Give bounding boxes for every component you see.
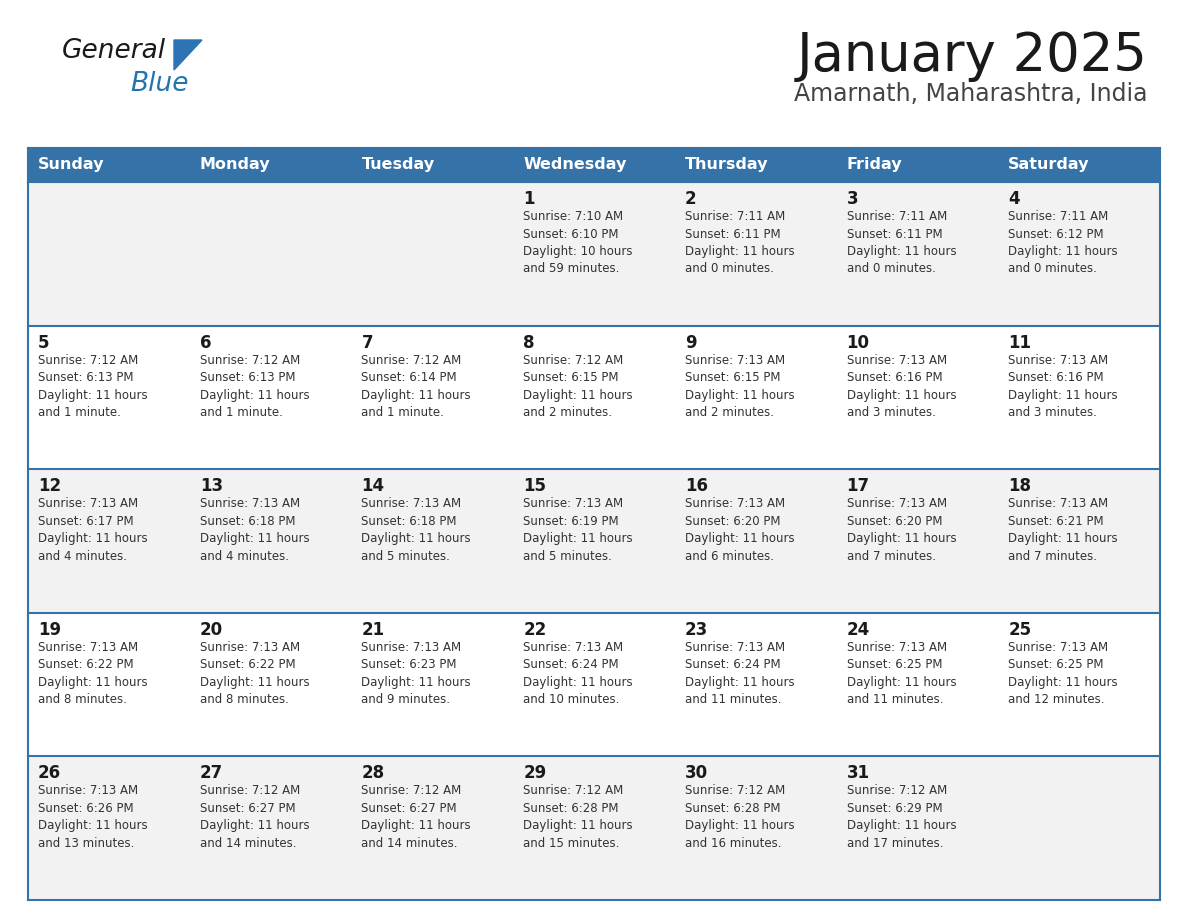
Text: 6: 6 xyxy=(200,333,211,352)
Text: 25: 25 xyxy=(1009,621,1031,639)
Text: Sunrise: 7:13 AM
Sunset: 6:15 PM
Daylight: 11 hours
and 2 minutes.: Sunrise: 7:13 AM Sunset: 6:15 PM Dayligh… xyxy=(684,353,795,420)
Text: Sunrise: 7:13 AM
Sunset: 6:25 PM
Daylight: 11 hours
and 12 minutes.: Sunrise: 7:13 AM Sunset: 6:25 PM Dayligh… xyxy=(1009,641,1118,706)
Text: Thursday: Thursday xyxy=(684,158,769,173)
Text: Sunrise: 7:13 AM
Sunset: 6:20 PM
Daylight: 11 hours
and 6 minutes.: Sunrise: 7:13 AM Sunset: 6:20 PM Dayligh… xyxy=(684,498,795,563)
Text: 18: 18 xyxy=(1009,477,1031,495)
Text: 15: 15 xyxy=(523,477,546,495)
Text: 4: 4 xyxy=(1009,190,1020,208)
Text: Sunday: Sunday xyxy=(38,158,105,173)
Text: 29: 29 xyxy=(523,765,546,782)
Text: Sunrise: 7:12 AM
Sunset: 6:29 PM
Daylight: 11 hours
and 17 minutes.: Sunrise: 7:12 AM Sunset: 6:29 PM Dayligh… xyxy=(847,784,956,850)
Text: Sunrise: 7:13 AM
Sunset: 6:25 PM
Daylight: 11 hours
and 11 minutes.: Sunrise: 7:13 AM Sunset: 6:25 PM Dayligh… xyxy=(847,641,956,706)
Text: Sunrise: 7:12 AM
Sunset: 6:27 PM
Daylight: 11 hours
and 14 minutes.: Sunrise: 7:12 AM Sunset: 6:27 PM Dayligh… xyxy=(361,784,472,850)
Text: Sunrise: 7:13 AM
Sunset: 6:16 PM
Daylight: 11 hours
and 3 minutes.: Sunrise: 7:13 AM Sunset: 6:16 PM Dayligh… xyxy=(1009,353,1118,420)
Bar xyxy=(998,148,1159,182)
Text: 26: 26 xyxy=(38,765,61,782)
Text: General: General xyxy=(62,38,166,64)
Text: Amarnath, Maharashtra, India: Amarnath, Maharashtra, India xyxy=(795,82,1148,106)
Text: 17: 17 xyxy=(847,477,870,495)
Text: 21: 21 xyxy=(361,621,385,639)
Bar xyxy=(836,148,998,182)
Text: 28: 28 xyxy=(361,765,385,782)
Text: 20: 20 xyxy=(200,621,223,639)
Text: 3: 3 xyxy=(847,190,858,208)
Text: Sunrise: 7:11 AM
Sunset: 6:12 PM
Daylight: 11 hours
and 0 minutes.: Sunrise: 7:11 AM Sunset: 6:12 PM Dayligh… xyxy=(1009,210,1118,275)
Text: 9: 9 xyxy=(684,333,696,352)
Text: 19: 19 xyxy=(38,621,61,639)
Bar xyxy=(352,148,513,182)
Text: Blue: Blue xyxy=(129,71,189,97)
Text: 12: 12 xyxy=(38,477,61,495)
Text: 10: 10 xyxy=(847,333,870,352)
Bar xyxy=(29,182,1159,326)
Text: 31: 31 xyxy=(847,765,870,782)
Text: Sunrise: 7:13 AM
Sunset: 6:20 PM
Daylight: 11 hours
and 7 minutes.: Sunrise: 7:13 AM Sunset: 6:20 PM Dayligh… xyxy=(847,498,956,563)
Text: 8: 8 xyxy=(523,333,535,352)
Text: 22: 22 xyxy=(523,621,546,639)
Text: Sunrise: 7:12 AM
Sunset: 6:13 PM
Daylight: 11 hours
and 1 minute.: Sunrise: 7:12 AM Sunset: 6:13 PM Dayligh… xyxy=(200,353,309,420)
Text: 16: 16 xyxy=(684,477,708,495)
Text: Sunrise: 7:13 AM
Sunset: 6:16 PM
Daylight: 11 hours
and 3 minutes.: Sunrise: 7:13 AM Sunset: 6:16 PM Dayligh… xyxy=(847,353,956,420)
Text: 14: 14 xyxy=(361,477,385,495)
Polygon shape xyxy=(173,40,202,70)
Bar xyxy=(190,148,352,182)
Text: Sunrise: 7:12 AM
Sunset: 6:28 PM
Daylight: 11 hours
and 16 minutes.: Sunrise: 7:12 AM Sunset: 6:28 PM Dayligh… xyxy=(684,784,795,850)
Bar xyxy=(29,148,190,182)
Text: Sunrise: 7:10 AM
Sunset: 6:10 PM
Daylight: 10 hours
and 59 minutes.: Sunrise: 7:10 AM Sunset: 6:10 PM Dayligh… xyxy=(523,210,633,275)
Text: 13: 13 xyxy=(200,477,223,495)
Text: Sunrise: 7:13 AM
Sunset: 6:26 PM
Daylight: 11 hours
and 13 minutes.: Sunrise: 7:13 AM Sunset: 6:26 PM Dayligh… xyxy=(38,784,147,850)
Bar xyxy=(513,148,675,182)
Text: 7: 7 xyxy=(361,333,373,352)
Bar xyxy=(29,326,1159,469)
Text: Sunrise: 7:13 AM
Sunset: 6:24 PM
Daylight: 11 hours
and 10 minutes.: Sunrise: 7:13 AM Sunset: 6:24 PM Dayligh… xyxy=(523,641,633,706)
Text: 24: 24 xyxy=(847,621,870,639)
Bar xyxy=(29,469,1159,613)
Text: 23: 23 xyxy=(684,621,708,639)
Text: 5: 5 xyxy=(38,333,50,352)
Text: Sunrise: 7:11 AM
Sunset: 6:11 PM
Daylight: 11 hours
and 0 minutes.: Sunrise: 7:11 AM Sunset: 6:11 PM Dayligh… xyxy=(684,210,795,275)
Text: 1: 1 xyxy=(523,190,535,208)
Bar xyxy=(29,756,1159,900)
Text: January 2025: January 2025 xyxy=(797,30,1148,82)
Text: Friday: Friday xyxy=(847,158,902,173)
Text: Wednesday: Wednesday xyxy=(523,158,626,173)
Text: Sunrise: 7:13 AM
Sunset: 6:17 PM
Daylight: 11 hours
and 4 minutes.: Sunrise: 7:13 AM Sunset: 6:17 PM Dayligh… xyxy=(38,498,147,563)
Text: Sunrise: 7:12 AM
Sunset: 6:28 PM
Daylight: 11 hours
and 15 minutes.: Sunrise: 7:12 AM Sunset: 6:28 PM Dayligh… xyxy=(523,784,633,850)
Text: 11: 11 xyxy=(1009,333,1031,352)
Text: Tuesday: Tuesday xyxy=(361,158,435,173)
Text: Sunrise: 7:13 AM
Sunset: 6:19 PM
Daylight: 11 hours
and 5 minutes.: Sunrise: 7:13 AM Sunset: 6:19 PM Dayligh… xyxy=(523,498,633,563)
Text: Sunrise: 7:12 AM
Sunset: 6:13 PM
Daylight: 11 hours
and 1 minute.: Sunrise: 7:12 AM Sunset: 6:13 PM Dayligh… xyxy=(38,353,147,420)
Bar xyxy=(29,613,1159,756)
Text: Sunrise: 7:13 AM
Sunset: 6:21 PM
Daylight: 11 hours
and 7 minutes.: Sunrise: 7:13 AM Sunset: 6:21 PM Dayligh… xyxy=(1009,498,1118,563)
Text: Sunrise: 7:13 AM
Sunset: 6:18 PM
Daylight: 11 hours
and 4 minutes.: Sunrise: 7:13 AM Sunset: 6:18 PM Dayligh… xyxy=(200,498,309,563)
Text: Sunrise: 7:13 AM
Sunset: 6:22 PM
Daylight: 11 hours
and 8 minutes.: Sunrise: 7:13 AM Sunset: 6:22 PM Dayligh… xyxy=(38,641,147,706)
Text: Monday: Monday xyxy=(200,158,271,173)
Text: Sunrise: 7:11 AM
Sunset: 6:11 PM
Daylight: 11 hours
and 0 minutes.: Sunrise: 7:11 AM Sunset: 6:11 PM Dayligh… xyxy=(847,210,956,275)
Text: 27: 27 xyxy=(200,765,223,782)
Text: 30: 30 xyxy=(684,765,708,782)
Text: 2: 2 xyxy=(684,190,696,208)
Text: Sunrise: 7:12 AM
Sunset: 6:15 PM
Daylight: 11 hours
and 2 minutes.: Sunrise: 7:12 AM Sunset: 6:15 PM Dayligh… xyxy=(523,353,633,420)
Bar xyxy=(675,148,836,182)
Text: Sunrise: 7:12 AM
Sunset: 6:14 PM
Daylight: 11 hours
and 1 minute.: Sunrise: 7:12 AM Sunset: 6:14 PM Dayligh… xyxy=(361,353,472,420)
Text: Sunrise: 7:13 AM
Sunset: 6:24 PM
Daylight: 11 hours
and 11 minutes.: Sunrise: 7:13 AM Sunset: 6:24 PM Dayligh… xyxy=(684,641,795,706)
Text: Saturday: Saturday xyxy=(1009,158,1089,173)
Text: Sunrise: 7:13 AM
Sunset: 6:18 PM
Daylight: 11 hours
and 5 minutes.: Sunrise: 7:13 AM Sunset: 6:18 PM Dayligh… xyxy=(361,498,472,563)
Text: Sunrise: 7:13 AM
Sunset: 6:23 PM
Daylight: 11 hours
and 9 minutes.: Sunrise: 7:13 AM Sunset: 6:23 PM Dayligh… xyxy=(361,641,472,706)
Text: Sunrise: 7:13 AM
Sunset: 6:22 PM
Daylight: 11 hours
and 8 minutes.: Sunrise: 7:13 AM Sunset: 6:22 PM Dayligh… xyxy=(200,641,309,706)
Text: Sunrise: 7:12 AM
Sunset: 6:27 PM
Daylight: 11 hours
and 14 minutes.: Sunrise: 7:12 AM Sunset: 6:27 PM Dayligh… xyxy=(200,784,309,850)
